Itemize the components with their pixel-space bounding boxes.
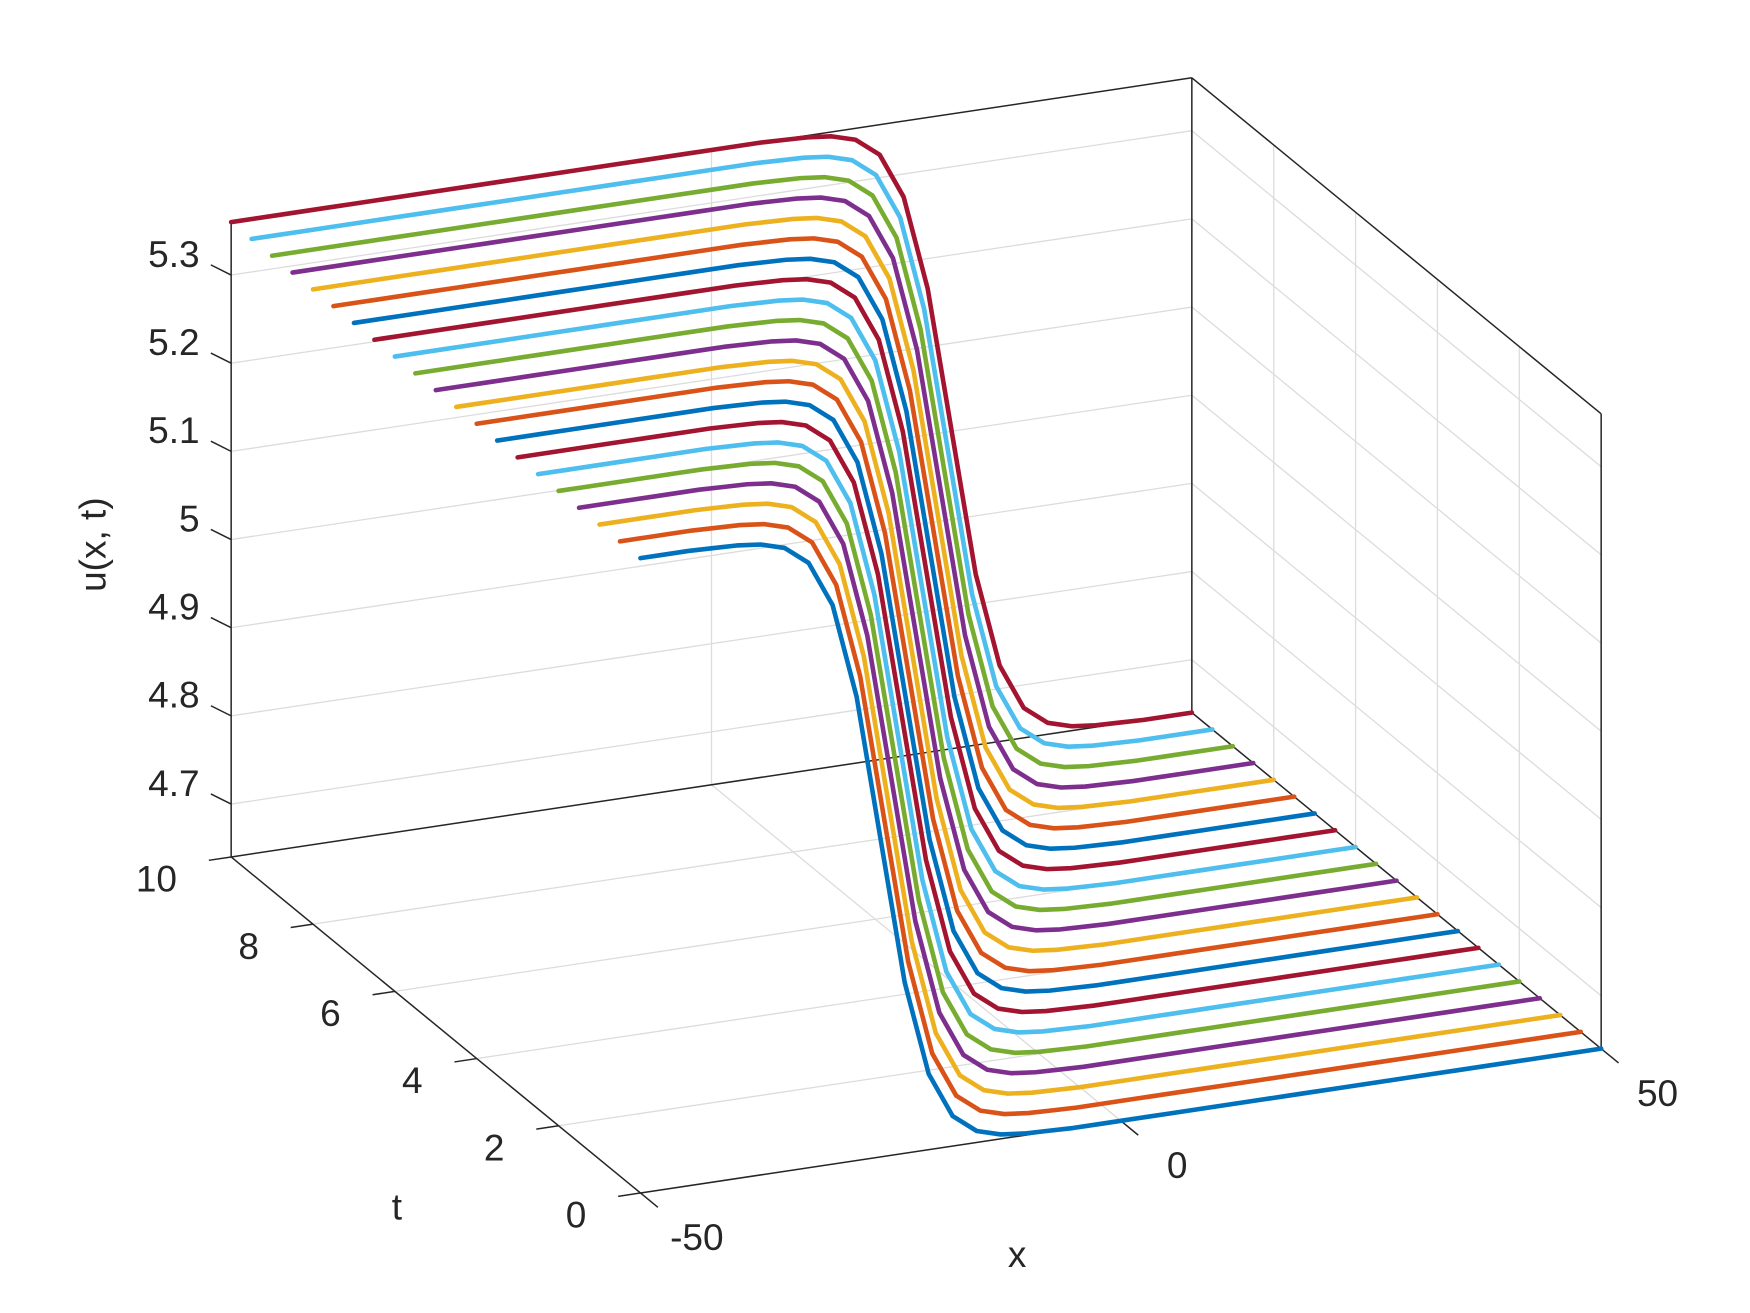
series-line — [453, 358, 1420, 954]
series-line — [556, 460, 1522, 1056]
series-line — [290, 195, 1256, 790]
z-tick-label: 4.7 — [148, 763, 199, 804]
axis-line — [230, 856, 641, 1194]
y-tick — [372, 990, 395, 996]
grid-line — [1191, 218, 1602, 556]
series-line — [351, 256, 1317, 852]
y-tick-label: 6 — [320, 993, 341, 1034]
series-line — [576, 480, 1543, 1076]
x-tick — [1600, 1048, 1620, 1064]
z-tick — [210, 705, 232, 717]
x-tick — [1120, 1120, 1139, 1136]
y-tick — [618, 1192, 641, 1198]
grid-line — [1191, 482, 1602, 820]
grid-line — [1191, 571, 1602, 909]
series-line — [597, 501, 1563, 1096]
z-tick-label: 5.3 — [148, 234, 199, 275]
x-tick-label: -50 — [670, 1217, 723, 1258]
series-line — [494, 399, 1461, 994]
axis-line — [1191, 77, 1602, 415]
y-tick-label: 2 — [484, 1127, 505, 1168]
z-tick — [210, 528, 232, 541]
z-tick — [210, 616, 232, 629]
series-line — [433, 338, 1399, 933]
z-tick-label: 4.9 — [148, 586, 199, 627]
series-line — [535, 440, 1502, 1035]
y-tick-label: 0 — [566, 1195, 587, 1236]
series-line — [331, 236, 1297, 831]
y-tick-label: 8 — [238, 926, 259, 967]
z-tick-label: 5 — [179, 498, 200, 539]
z-tick-label: 5.2 — [148, 322, 199, 363]
grid-line — [1191, 306, 1602, 644]
z-tick-label: 4.8 — [148, 675, 199, 716]
series-line — [269, 174, 1236, 770]
y-tick — [536, 1125, 559, 1130]
z-tick — [210, 352, 232, 364]
series-line — [372, 276, 1338, 872]
series-line — [617, 521, 1583, 1117]
z-tick — [210, 264, 232, 276]
grid-line — [1191, 130, 1602, 468]
y-tick — [290, 923, 314, 929]
z-tick — [210, 793, 232, 805]
x-tick — [639, 1192, 659, 1208]
z-axis-title: u(x, t) — [73, 497, 114, 592]
series-line — [228, 134, 1195, 729]
z-tick — [210, 440, 232, 453]
y-tick-label: 10 — [136, 859, 177, 900]
x-tick-label: 50 — [1637, 1073, 1678, 1114]
series-line — [515, 419, 1481, 1015]
grid-line — [1191, 659, 1602, 997]
y-tick-label: 4 — [402, 1060, 423, 1101]
y-tick — [454, 1057, 477, 1063]
x-axis-title: x — [1008, 1234, 1027, 1275]
grid-line — [1191, 394, 1602, 732]
y-tick — [208, 856, 232, 862]
series-line — [638, 542, 1604, 1137]
z-tick-label: 5.1 — [148, 410, 199, 451]
series-line — [392, 297, 1358, 892]
series-line — [249, 154, 1215, 749]
series-line — [474, 378, 1440, 974]
series-line — [413, 317, 1379, 913]
x-tick-label: 0 — [1167, 1145, 1188, 1186]
y-axis-title: t — [392, 1187, 403, 1228]
series-line — [310, 215, 1277, 811]
